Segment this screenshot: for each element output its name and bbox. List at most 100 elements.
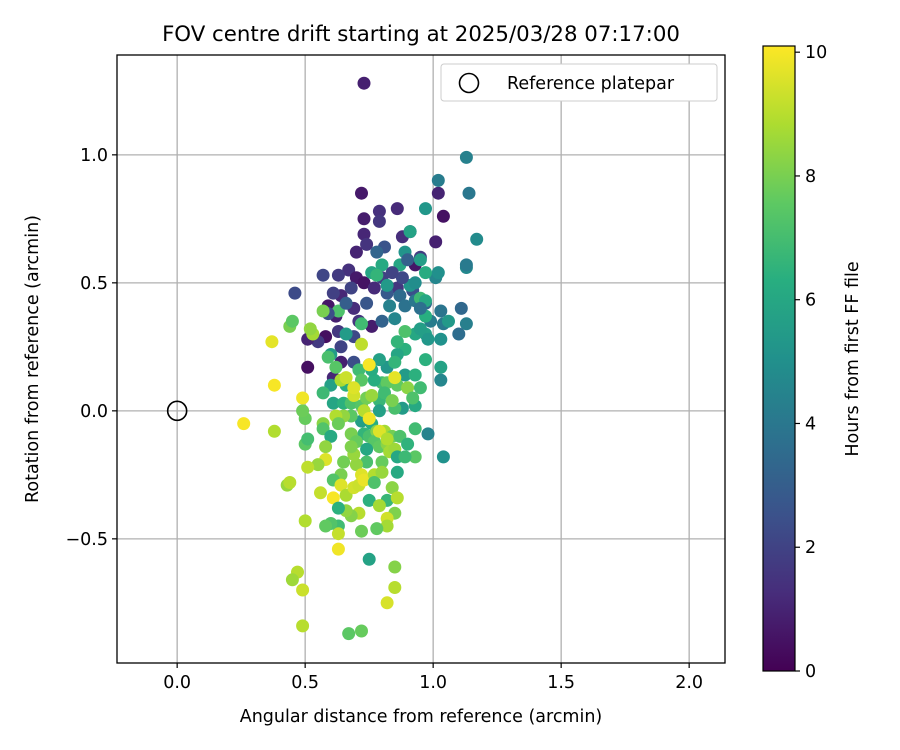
- data-point: [375, 455, 389, 469]
- data-point: [339, 327, 353, 341]
- data-point: [442, 314, 455, 328]
- data-point: [431, 173, 445, 187]
- data-point: [375, 258, 389, 272]
- data-point: [401, 381, 415, 395]
- data-point: [454, 301, 468, 315]
- data-point: [408, 276, 422, 290]
- x-axis-ticks: 0.0 0.5 1.0 1.5 2.0: [163, 663, 703, 693]
- data-point: [347, 381, 361, 395]
- data-point: [413, 253, 427, 267]
- legend-marker-icon: [458, 72, 480, 94]
- data-point: [434, 373, 448, 387]
- plot-frame: [116, 54, 726, 664]
- data-point: [360, 237, 374, 251]
- data-point: [419, 202, 432, 216]
- data-point: [357, 276, 371, 290]
- data-point: [429, 235, 443, 249]
- data-point: [367, 373, 381, 387]
- data-point: [296, 619, 310, 633]
- data-point: [406, 391, 420, 405]
- data-point: [326, 491, 340, 505]
- data-point: [413, 381, 427, 395]
- x-tick-label: 0.5: [291, 673, 319, 693]
- data-point: [357, 473, 371, 487]
- reference-marker: [166, 400, 188, 422]
- y-tick-label: 0.0: [80, 402, 108, 422]
- data-point: [331, 417, 345, 431]
- data-point: [431, 186, 445, 200]
- data-point: [331, 527, 345, 541]
- x-tick-label: 0.0: [163, 673, 191, 693]
- data-point: [296, 391, 310, 405]
- data-point: [408, 450, 422, 464]
- data-point: [316, 386, 330, 400]
- data-point: [372, 214, 386, 228]
- data-point: [434, 332, 448, 346]
- data-point: [459, 317, 473, 331]
- legend-label: Reference platepar: [507, 74, 675, 94]
- data-point: [334, 340, 348, 354]
- data-point: [316, 268, 330, 282]
- data-point: [349, 458, 363, 472]
- data-point: [388, 581, 402, 594]
- data-point: [408, 368, 422, 382]
- data-point: [398, 368, 412, 382]
- data-point: [334, 478, 348, 492]
- data-point: [326, 396, 340, 410]
- data-point: [285, 314, 299, 328]
- data-point: [301, 360, 315, 374]
- data-point: [355, 317, 368, 331]
- data-point: [367, 476, 381, 489]
- data-point: [385, 481, 399, 495]
- x-tick-label: 1.0: [419, 673, 447, 693]
- data-point: [362, 493, 376, 507]
- colorbar-tick-label: 8: [805, 167, 816, 187]
- data-point: [367, 281, 381, 295]
- y-tick-label: 0.5: [80, 274, 108, 294]
- data-point: [355, 524, 368, 538]
- data-point: [408, 422, 422, 436]
- data-point: [362, 412, 376, 425]
- data-point: [319, 519, 333, 533]
- data-point: [326, 286, 340, 300]
- colorbar-ticks: 0 2 4 6 8 10: [795, 43, 827, 682]
- y-axis-ticks: −0.5 0.0 0.5 1.0: [66, 146, 117, 550]
- data-point: [355, 624, 368, 638]
- data-point: [314, 486, 327, 500]
- y-tick-label: −0.5: [66, 530, 109, 550]
- data-point: [331, 268, 345, 282]
- data-point: [395, 271, 409, 285]
- colorbar-tick-label: 0: [805, 662, 816, 682]
- data-point: [388, 312, 402, 326]
- x-axis-label: Angular distance from reference (arcmin): [240, 707, 603, 727]
- data-point: [419, 353, 432, 367]
- data-point: [421, 332, 435, 346]
- data-point: [398, 299, 412, 313]
- data-point: [370, 268, 384, 282]
- data-point: [372, 204, 386, 218]
- data-point: [319, 440, 333, 454]
- data-point: [355, 337, 368, 351]
- data-point: [452, 327, 466, 341]
- colorbar: 0 2 4 6 8 10 Hours from first FF file: [762, 43, 863, 682]
- data-point: [285, 573, 299, 587]
- data-point: [342, 627, 356, 641]
- data-point: [390, 465, 404, 479]
- data-point: [324, 429, 338, 443]
- data-point: [329, 360, 343, 374]
- data-point: [331, 501, 345, 515]
- data-point: [434, 304, 448, 318]
- legend: Reference platepar: [440, 63, 718, 102]
- data-point: [431, 266, 445, 280]
- data-point: [380, 596, 394, 610]
- data-point: [303, 322, 317, 336]
- data-point: [357, 76, 371, 90]
- data-point: [459, 150, 473, 164]
- data-point: [311, 458, 325, 472]
- data-point: [331, 542, 345, 556]
- data-point: [370, 522, 384, 536]
- data-point: [388, 371, 402, 385]
- data-point: [237, 417, 251, 431]
- data-point: [401, 253, 415, 267]
- data-point: [390, 491, 404, 505]
